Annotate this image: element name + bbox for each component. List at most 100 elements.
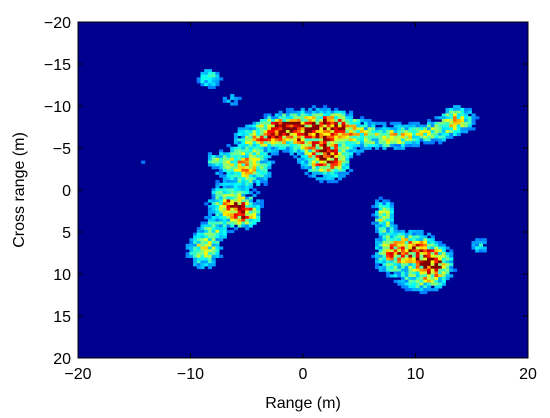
heatmap-cell <box>341 110 346 114</box>
heatmap-cell <box>449 127 454 131</box>
heatmap-cell <box>326 157 331 161</box>
heatmap-cell <box>282 144 287 148</box>
heatmap-cell <box>438 241 443 245</box>
heatmap-cell <box>412 144 417 148</box>
heatmap-cell <box>233 132 239 137</box>
heatmap-cell <box>464 113 469 117</box>
heatmap-cell <box>382 138 387 142</box>
heatmap-cell <box>219 216 224 220</box>
heatmap-cell <box>241 185 246 189</box>
heatmap-cell <box>207 229 213 234</box>
heatmap-cell <box>237 218 242 222</box>
heatmap-cell <box>397 282 402 286</box>
heatmap-cell <box>237 185 242 189</box>
heatmap-cell <box>274 124 279 128</box>
heatmap-cell <box>419 138 424 142</box>
heatmap-cell <box>219 199 224 203</box>
heatmap-cell <box>386 224 391 228</box>
heatmap-cell <box>200 232 205 236</box>
heatmap-cell <box>397 121 402 125</box>
heatmap-cell <box>252 155 257 159</box>
heatmap-cell <box>360 127 365 131</box>
heatmap-cell <box>352 121 357 125</box>
heatmap-cell <box>293 113 298 117</box>
heatmap-cell <box>401 229 406 234</box>
heatmap-cell <box>386 138 391 142</box>
heatmap-cell <box>349 141 354 145</box>
heatmap-cell <box>378 232 383 236</box>
heatmap-cell <box>252 174 257 178</box>
heatmap-cell <box>397 246 402 250</box>
heatmap-cell <box>419 130 424 134</box>
heatmap-cell <box>449 110 454 114</box>
heatmap-cell <box>375 265 380 270</box>
heatmap-cell <box>274 132 279 137</box>
heatmap-cell <box>352 130 357 134</box>
heatmap-cell <box>330 166 335 170</box>
heatmap-cell <box>386 202 391 206</box>
heatmap-cell <box>382 254 387 258</box>
heatmap-cell <box>326 113 331 117</box>
heatmap-cell <box>293 124 298 128</box>
heatmap-cell <box>274 130 279 134</box>
heatmap-cell <box>360 124 365 128</box>
heatmap-cell <box>330 113 335 117</box>
heatmap-cell <box>248 180 253 184</box>
heatmap-cell <box>233 216 239 220</box>
heatmap-cell <box>256 146 261 150</box>
heatmap-cell <box>401 252 406 256</box>
heatmap-cell <box>378 249 383 253</box>
heatmap-cell <box>423 282 428 286</box>
heatmap-cell <box>308 149 313 153</box>
heatmap-cell <box>222 174 227 178</box>
heatmap-cell <box>263 166 268 170</box>
heatmap-cell <box>404 268 409 272</box>
heatmap-cell <box>311 171 317 175</box>
heatmap-cell <box>393 254 398 258</box>
heatmap-cell <box>419 232 424 236</box>
heatmap-cell <box>222 191 227 195</box>
heatmap-cell <box>226 171 231 175</box>
heatmap-cell <box>245 160 250 164</box>
heatmap-cell <box>233 199 239 203</box>
heatmap-cell <box>367 124 372 128</box>
heatmap-cell <box>259 163 265 167</box>
heatmap-cell <box>423 254 428 258</box>
heatmap-cell <box>434 254 439 258</box>
heatmap-cell <box>412 121 417 125</box>
heatmap-cell <box>467 124 472 128</box>
heatmap-cell <box>237 182 242 186</box>
heatmap-cell <box>389 268 394 272</box>
heatmap-cell <box>222 224 227 228</box>
heatmap-cell <box>427 288 432 292</box>
heatmap-cell <box>471 116 476 120</box>
heatmap-cell <box>211 246 216 250</box>
heatmap-cell <box>233 96 239 100</box>
heatmap-cell <box>219 149 224 153</box>
heatmap-cell <box>397 229 402 234</box>
heatmap-cell <box>300 163 305 167</box>
heatmap-cell <box>401 124 406 128</box>
heatmap-cell <box>445 135 450 139</box>
heatmap-cell <box>252 130 257 134</box>
heatmap-cell <box>401 285 406 289</box>
heatmap-cell <box>248 130 253 134</box>
heatmap-cell <box>378 144 383 148</box>
heatmap-cell <box>337 121 343 125</box>
x-tick-label: −20 <box>64 366 91 383</box>
heatmap-cell <box>241 177 246 181</box>
heatmap-cell <box>382 235 387 239</box>
heatmap-cell <box>397 238 402 242</box>
heatmap-cell <box>207 207 213 211</box>
heatmap-cell <box>345 166 350 170</box>
heatmap-cell <box>445 127 450 131</box>
heatmap-cell <box>293 155 298 159</box>
heatmap-cell <box>386 243 391 247</box>
heatmap-cell <box>237 166 242 170</box>
heatmap-cell <box>386 144 391 148</box>
heatmap-cell <box>438 116 443 120</box>
heatmap-cell <box>408 229 413 234</box>
heatmap-cell <box>404 265 409 270</box>
heatmap-cell <box>467 127 472 131</box>
